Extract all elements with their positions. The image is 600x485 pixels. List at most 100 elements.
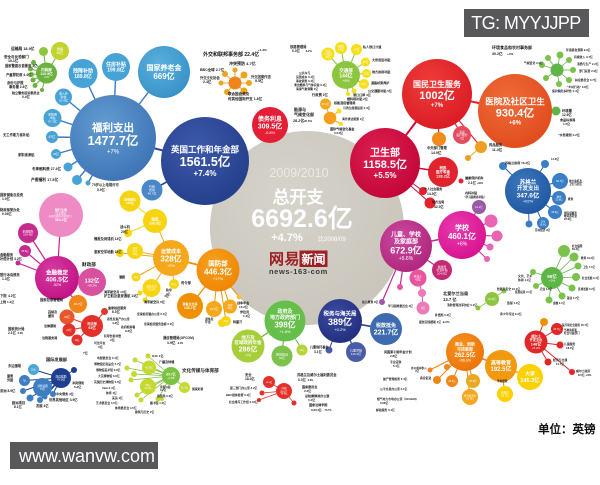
svg-text:就业 4.7亿: 就业 4.7亿 [567, 296, 580, 300]
svg-text:卫生 7.1亿: 卫生 7.1亿 [583, 265, 596, 269]
svg-text:求职者: 求职者 [48, 112, 57, 117]
svg-text:37亿: 37亿 [354, 48, 360, 52]
svg-text:“水务规划 0.2亿: “水务规划 0.2亿 [558, 132, 580, 137]
svg-text:2009/2010: 2009/2010 [269, 166, 328, 180]
svg-text:苏格兰: 苏格兰 [520, 178, 537, 186]
svg-text:陆军: 陆军 [152, 216, 159, 221]
svg-text:医疗服务: 医疗服务 [456, 133, 467, 137]
svg-text:财政部: 财政部 [81, 261, 96, 268]
svg-text:英国历史博物馆 0.5亿: 英国历史博物馆 0.5亿 [94, 380, 122, 384]
svg-text:-20.5%: -20.5% [303, 119, 312, 123]
svg-text:-76.7%: -76.7% [324, 410, 332, 412]
svg-text:皇家空军地勤 18亿: 皇家空军地勤 18亿 [94, 249, 122, 254]
svg-text:残障补助: 残障补助 [73, 67, 93, 74]
svg-text:文化传媒与体育部: 文化传媒与体育部 [182, 367, 219, 374]
svg-text:皇家检控服务监察 0.3亿: 皇家检控服务监察 0.3亿 [144, 322, 174, 326]
svg-text:旅游局 0.3亿: 旅游局 0.3亿 [156, 394, 173, 398]
svg-text:贸易投资 2.1亿: 贸易投资 2.1亿 [515, 290, 533, 294]
svg-text:国际发展部: 国际发展部 [46, 356, 68, 363]
svg-text:69.7亿: 69.7亿 [166, 372, 176, 377]
svg-text:8.1亿: 8.1亿 [14, 404, 23, 409]
svg-text:+0.2%: +0.2% [334, 327, 346, 332]
svg-text:海军航空兵 10亿: 海军航空兵 10亿 [104, 289, 127, 294]
svg-text:政府检察署: 政府检察署 [121, 325, 135, 329]
svg-text:672.9亿: 672.9亿 [390, 244, 422, 255]
svg-text:苏格兰政府 16.3亿: 苏格兰政府 16.3亿 [505, 160, 530, 165]
svg-text:46.7亿: 46.7亿 [74, 301, 83, 306]
svg-text:欧洲项目: 欧洲项目 [12, 400, 25, 405]
svg-text:0.3亿: 0.3亿 [292, 48, 301, 53]
svg-text:中央部门管理: 中央部门管理 [427, 145, 447, 150]
svg-text:卫生部: 卫生部 [370, 146, 400, 159]
svg-text:网易: 网易 [269, 251, 300, 268]
svg-text:外交文化协会: 外交文化协会 [200, 75, 220, 80]
svg-text:医院及社区卫生: 医院及社区卫生 [485, 96, 545, 106]
svg-text:12.6亿: 12.6亿 [562, 112, 572, 117]
svg-text:智能及安全 10.1亿: 智能及安全 10.1亿 [496, 287, 520, 291]
svg-text:私人铁口计道: 私人铁口计道 [363, 44, 382, 49]
svg-text:-4.9%: -4.9% [307, 379, 314, 382]
svg-text:0.04亿: 0.04亿 [334, 130, 343, 135]
svg-text:+2.8%: +2.8% [167, 377, 175, 380]
svg-text:34.7亿: 34.7亿 [210, 307, 218, 311]
svg-text:邮政服务 0.1亿: 邮政服务 0.1亿 [376, 408, 395, 412]
svg-text:189.8亿: 189.8亿 [74, 73, 92, 80]
svg-text:3亿: 3亿 [98, 344, 103, 349]
svg-text:行政费 2亿: 行政费 2亿 [311, 92, 329, 97]
svg-text:事故调查 0.4亿: 事故调查 0.4亿 [296, 79, 315, 83]
svg-text:news-163-com: news-163-com [269, 267, 328, 276]
svg-text:办公成本收入: 办公成本收入 [410, 366, 427, 370]
svg-text:大学: 大学 [525, 371, 535, 378]
svg-text:铁路管理局: 铁路管理局 [290, 44, 307, 49]
svg-text:+7%: +7% [431, 103, 444, 109]
svg-text:9.2亿: 9.2亿 [125, 328, 132, 333]
svg-text:新闻: 新闻 [301, 252, 325, 267]
svg-text:气候变化 2.9亿: 气候变化 2.9亿 [523, 61, 543, 65]
svg-text:法律援助: 法律援助 [44, 323, 56, 328]
svg-text:产假福利 17.8亿: 产假福利 17.8亿 [31, 177, 58, 182]
svg-text:苏村经济 3亿: 苏村经济 3亿 [535, 228, 551, 232]
svg-text:社会排斥工作组 0.01亿: 社会排斥工作组 0.01亿 [228, 400, 258, 404]
svg-text:财政部荣办处: 财政部荣办处 [0, 207, 20, 212]
svg-text:高等教育: 高等教育 [491, 359, 511, 366]
svg-text:1158.5亿: 1158.5亿 [363, 157, 407, 171]
svg-text:司法部: 司法部 [87, 321, 97, 326]
svg-text:皇家检控服务: 皇家检控服务 [108, 305, 127, 310]
svg-text:区域政府年金: 区域政府年金 [235, 339, 262, 346]
svg-text:银行冰岛债务: 银行冰岛债务 [0, 272, 20, 277]
svg-text:体育 4亿: 体育 4亿 [106, 391, 117, 395]
svg-text:5.9亿: 5.9亿 [97, 187, 106, 192]
svg-text:威尔士政府: 威尔士政府 [575, 369, 590, 373]
svg-text:18.4亿: 18.4亿 [566, 346, 575, 350]
svg-text:4亿: 4亿 [415, 369, 419, 373]
svg-text:青少年司法 0.3亿: 青少年司法 0.3亿 [500, 312, 522, 316]
svg-text:苏格兰及威尔士福利委员会: 苏格兰及威尔士福利委员会 [297, 372, 337, 377]
svg-text:社会保障: 社会保障 [571, 244, 583, 248]
svg-text:卫生: 卫生 [541, 220, 546, 224]
svg-text:中央债务 3亿: 中央债务 3亿 [56, 391, 74, 396]
svg-text:70亿: 70亿 [40, 387, 46, 391]
svg-text:138.7亿: 138.7亿 [184, 305, 197, 310]
svg-text:清洁燃料与气体实验 0.2亿: 清洁燃料与气体实验 0.2亿 [293, 83, 327, 87]
svg-text:外交团案作违: 外交团案作违 [251, 74, 271, 79]
svg-text:119.3亿: 119.3亿 [351, 351, 361, 356]
svg-text:税民: 税民 [439, 165, 448, 170]
svg-text:地方政府补贴: 地方政府补贴 [372, 69, 391, 74]
svg-text:2.1亿: 2.1亿 [468, 180, 477, 185]
svg-text:42.9亿: 42.9亿 [488, 297, 496, 301]
svg-text:地方政府及: 地方政府及 [569, 179, 582, 183]
svg-text:262.5亿: 262.5亿 [454, 351, 475, 359]
svg-text:地方及: 地方及 [241, 334, 255, 341]
svg-text:110.9亿: 110.9亿 [40, 71, 53, 76]
svg-text:林业委员会 0.7亿: 林业委员会 0.7亿 [575, 78, 597, 82]
svg-text:两教育: 两教育 [501, 390, 509, 394]
svg-text:37.9亿: 37.9亿 [469, 379, 477, 383]
svg-text:儿童津贴: 儿童津贴 [350, 347, 362, 352]
svg-text:海外清洁能源 1亿: 海外清洁能源 1亿 [342, 117, 364, 121]
svg-text:132亿: 132亿 [85, 276, 100, 284]
svg-text:45亿: 45亿 [227, 306, 233, 310]
svg-text:专业贷款: 专业贷款 [390, 360, 401, 364]
svg-text:联合国会费及: 联合国会费及 [228, 91, 250, 96]
svg-text:13.7 亿: 13.7 亿 [443, 296, 457, 303]
svg-text:社会发展 6.4亿: 社会发展 6.4亿 [581, 276, 600, 280]
